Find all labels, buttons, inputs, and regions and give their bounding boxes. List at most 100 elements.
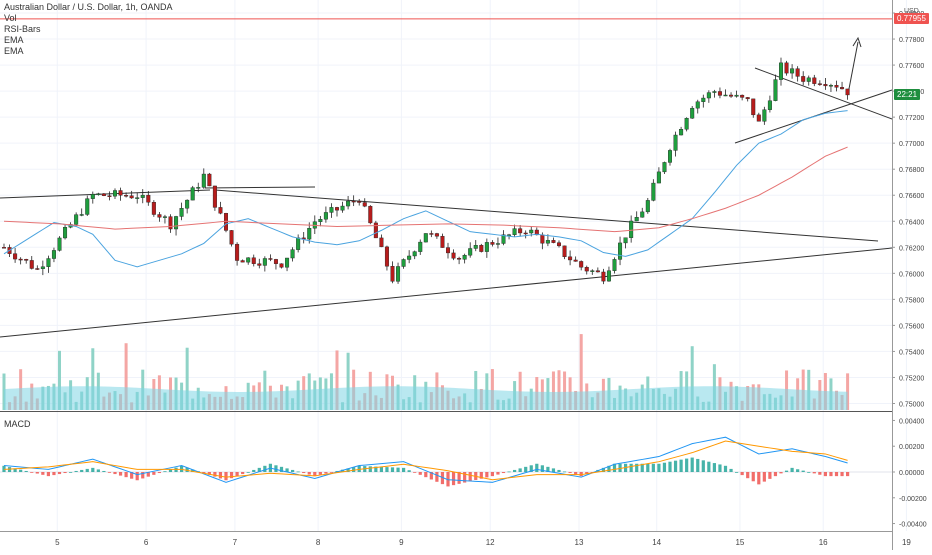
macd-histogram-bar	[685, 458, 689, 472]
candle-body	[701, 97, 706, 102]
macd-histogram-bar	[202, 472, 206, 474]
candle-body	[40, 266, 45, 269]
candle-body	[601, 271, 606, 282]
macd-histogram-bar	[263, 465, 267, 472]
macd-histogram-bar	[690, 457, 694, 472]
macd-tick-label: -0.00400	[899, 522, 927, 529]
macd-histogram-bar	[113, 472, 117, 475]
macd-histogram-bar	[646, 463, 650, 472]
volume-bar	[490, 369, 494, 410]
candle-body	[573, 259, 578, 262]
candle-body	[534, 229, 539, 236]
candle-body	[440, 235, 445, 248]
candle-body	[429, 233, 434, 235]
macd-histogram-bar	[291, 469, 295, 472]
volume-bar	[124, 343, 128, 410]
macd-histogram-bar	[668, 461, 672, 472]
candle-body	[112, 190, 117, 197]
candle-body	[734, 94, 739, 97]
macd-title[interactable]: MACD	[4, 419, 31, 429]
macd-histogram-bar	[318, 472, 322, 475]
candle-body	[146, 194, 151, 203]
time-tick-label: 7	[233, 538, 238, 547]
candle-body	[623, 237, 628, 244]
macd-tick-label: 0.00000	[899, 470, 924, 477]
macd-histogram-bar	[496, 472, 500, 475]
projection-arrowhead	[852, 36, 862, 48]
macd-histogram-bar	[141, 472, 145, 479]
candle-body	[723, 94, 728, 97]
macd-histogram-bar	[407, 470, 411, 472]
volume-bar	[801, 369, 805, 410]
projection-arrow	[847, 41, 859, 95]
macd-histogram-bar	[30, 472, 34, 473]
volume-bar	[551, 371, 555, 410]
macd-histogram-bar	[135, 472, 139, 481]
macd-histogram-bar	[746, 472, 750, 479]
candle-body	[118, 190, 123, 196]
macd-histogram-bar	[424, 472, 428, 478]
trend-lines[interactable]	[0, 36, 893, 338]
macd-histogram-bar	[568, 472, 572, 474]
candle-body	[756, 114, 761, 122]
macd-histogram-bar	[735, 472, 739, 473]
ema-lines	[3, 110, 848, 268]
candle-body	[834, 85, 839, 88]
macd-histogram-bar	[107, 472, 112, 473]
candle-body	[140, 194, 145, 198]
legend-rsi-bars[interactable]: RSI-Bars	[4, 24, 41, 34]
legend-vol[interactable]: Vol	[4, 13, 17, 23]
time-tick-label: 15	[735, 538, 744, 547]
candle-body	[285, 257, 290, 268]
candle-body	[262, 258, 267, 266]
level-price-badge: 0.77955	[894, 12, 929, 24]
macd-histogram-bar	[246, 472, 250, 473]
volume-bar	[846, 373, 850, 410]
candle-body	[462, 254, 467, 260]
candle-body	[540, 234, 545, 244]
macd-histogram-bar	[779, 472, 783, 474]
macd-histogram-bar	[601, 467, 605, 472]
candle-body	[840, 87, 845, 90]
macd-histogram-bar	[257, 467, 261, 472]
ema-fast-line	[3, 110, 848, 268]
legend: Australian Dollar / U.S. Dollar, 1h, OAN…	[4, 2, 173, 57]
price-tick-label: 0.76200	[899, 245, 924, 252]
candle-body	[673, 134, 678, 151]
macd-histogram-bar	[46, 472, 50, 477]
macd-histogram-bar	[485, 472, 489, 478]
legend-ema-2[interactable]: EMA	[4, 46, 24, 56]
macd-histogram-bar	[834, 472, 839, 477]
candle-body	[695, 101, 700, 109]
macd-histogram-bar	[285, 468, 289, 472]
macd-histogram-bar	[352, 467, 356, 472]
macd-histogram-bar	[585, 472, 589, 475]
volume-bar	[91, 348, 95, 410]
candle-body	[828, 85, 833, 87]
macd-histogram-bar	[507, 471, 511, 473]
macd-histogram-bar	[85, 468, 89, 472]
candle-body	[90, 193, 95, 199]
macd-histogram-bar	[124, 472, 128, 478]
macd-histogram-bar	[490, 472, 494, 477]
candle-body	[340, 205, 345, 211]
volume-histogram	[2, 334, 850, 410]
legend-ema-1[interactable]: EMA	[4, 35, 24, 45]
candle-body	[568, 256, 573, 261]
macd-histogram-bar	[57, 472, 62, 475]
candle-body	[79, 214, 84, 216]
macd-histogram-bar	[152, 472, 156, 475]
macd-histogram-bar	[213, 472, 217, 477]
time-tick-label: 16	[819, 538, 828, 547]
macd-histogram-bar	[823, 472, 827, 477]
macd-histogram-bar	[235, 472, 239, 477]
candle-body	[373, 222, 378, 239]
volume-bar	[185, 347, 189, 410]
candle-body	[318, 219, 323, 222]
candle-body	[323, 212, 328, 220]
macd-histogram-bar	[229, 472, 234, 479]
volume-bar	[807, 369, 811, 410]
candle-body	[656, 171, 661, 184]
macd-histogram-bar	[740, 472, 744, 476]
